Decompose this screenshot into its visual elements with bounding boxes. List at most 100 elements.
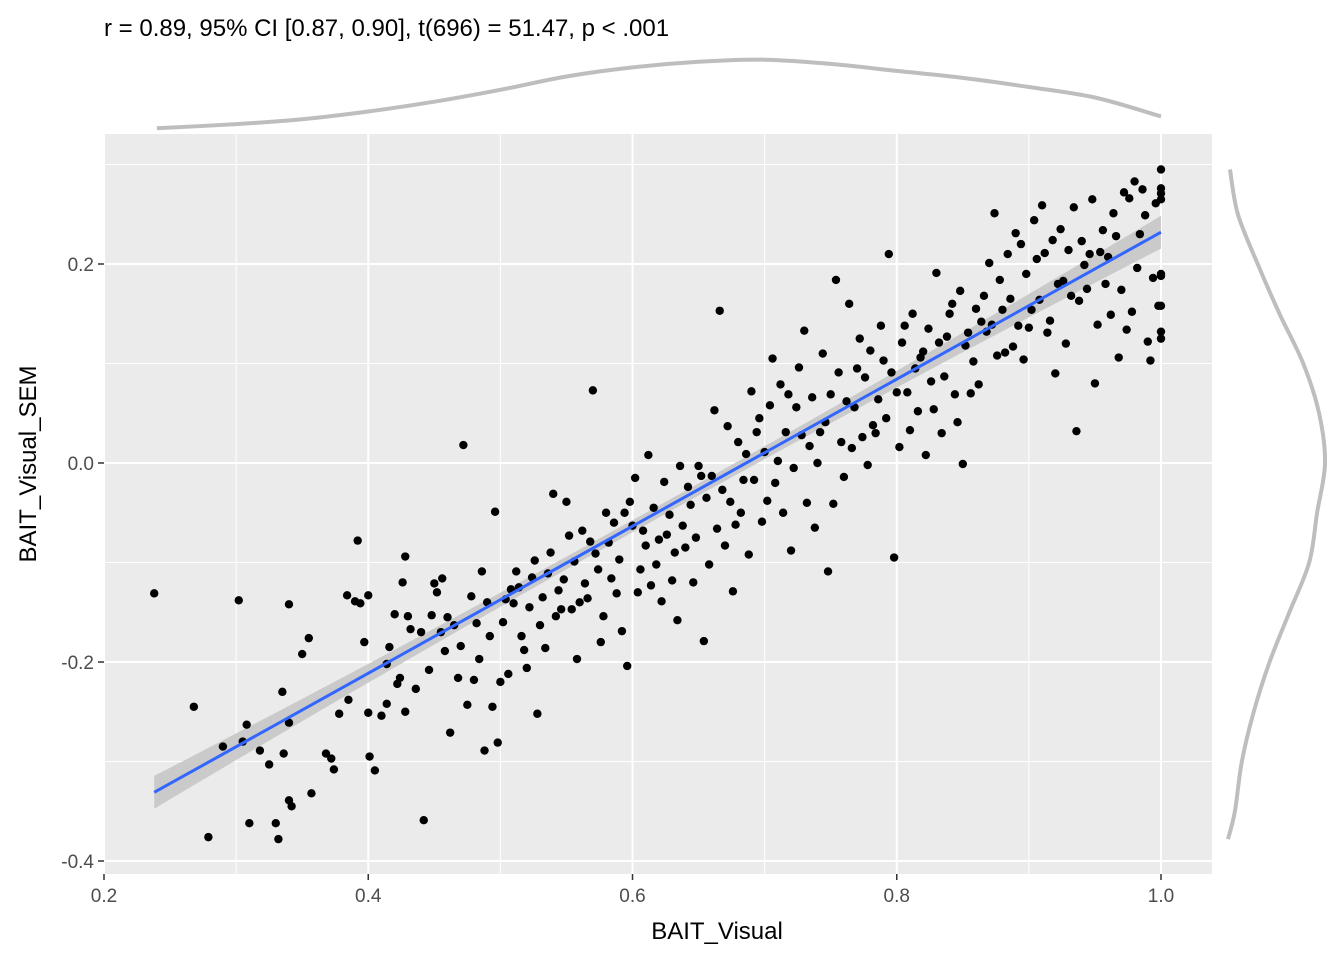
data-point — [747, 387, 756, 396]
data-point — [741, 449, 751, 459]
data-point — [1014, 321, 1023, 330]
data-point — [1069, 203, 1078, 212]
data-point — [673, 616, 682, 625]
data-point — [620, 508, 629, 517]
data-point — [403, 612, 413, 621]
data-point — [789, 463, 798, 473]
data-point — [945, 309, 954, 318]
data-point — [942, 332, 952, 341]
data-point — [588, 386, 598, 395]
data-point — [1156, 327, 1166, 336]
y-tick-label: 0.2 — [68, 255, 94, 276]
data-point — [712, 524, 722, 533]
y-marginal-density — [1226, 169, 1328, 840]
data-point — [284, 718, 294, 727]
data-point — [1140, 211, 1150, 220]
x-tick-label: 0.4 — [355, 886, 382, 907]
data-point — [863, 460, 872, 470]
data-point — [1003, 249, 1012, 259]
data-point — [686, 500, 695, 509]
data-point — [596, 637, 605, 647]
data-point — [287, 802, 296, 811]
data-point — [344, 695, 353, 705]
data-point — [953, 418, 962, 427]
data-point — [844, 299, 854, 308]
data-point — [1077, 236, 1086, 246]
data-point — [644, 450, 653, 460]
data-point — [913, 407, 923, 416]
data-point — [612, 589, 621, 598]
data-point — [924, 324, 933, 333]
data-point — [990, 209, 999, 218]
data-point — [781, 427, 790, 437]
data-point — [900, 321, 909, 330]
data-point — [541, 643, 550, 653]
data-point — [438, 574, 447, 583]
data-point — [264, 760, 274, 769]
data-point — [1146, 356, 1155, 365]
data-point — [842, 397, 851, 406]
data-point — [1000, 348, 1010, 357]
data-point — [681, 543, 690, 552]
data-point — [517, 631, 526, 641]
data-point — [1156, 165, 1166, 174]
data-point — [773, 456, 783, 466]
data-point — [757, 517, 767, 526]
data-point — [593, 565, 603, 574]
data-point — [488, 702, 497, 711]
data-point — [1011, 228, 1020, 238]
data-point — [477, 567, 487, 576]
data-point — [948, 299, 957, 308]
data-point — [234, 596, 243, 605]
data-point — [979, 291, 989, 301]
data-point — [493, 738, 502, 747]
data-point — [755, 414, 764, 423]
data-point — [985, 258, 994, 268]
data-point — [1143, 337, 1152, 346]
data-point — [556, 605, 566, 614]
data-point — [763, 496, 772, 506]
data-point — [445, 728, 455, 737]
data-point — [1059, 276, 1068, 286]
data-point — [1090, 379, 1100, 388]
data-point — [1032, 254, 1042, 264]
data-point — [485, 631, 495, 641]
data-point — [887, 368, 896, 377]
data-point — [546, 548, 555, 557]
data-point — [784, 390, 793, 399]
data-point — [1125, 194, 1134, 203]
data-point — [307, 789, 316, 798]
data-point — [623, 661, 632, 671]
data-point — [1156, 195, 1166, 204]
data-point — [876, 321, 886, 330]
data-point — [1117, 285, 1126, 295]
data-point — [926, 377, 936, 386]
data-point — [453, 673, 463, 683]
data-point — [903, 388, 912, 397]
data-point — [562, 497, 571, 507]
data-point — [533, 709, 542, 718]
data-point — [1045, 316, 1055, 325]
data-point — [242, 720, 251, 729]
data-point — [646, 581, 656, 590]
data-point — [1148, 273, 1158, 283]
data-point — [728, 587, 738, 596]
data-point — [204, 832, 213, 842]
data-point — [327, 754, 336, 763]
data-point — [884, 249, 894, 259]
data-point — [739, 475, 748, 485]
data-point — [1130, 177, 1139, 186]
data-point — [934, 338, 944, 347]
data-point — [255, 746, 265, 755]
data-point — [430, 579, 439, 588]
data-point — [504, 669, 513, 679]
data-point — [665, 510, 674, 519]
data-point — [424, 665, 434, 675]
data-point — [150, 589, 159, 598]
x-axis-label: BAIT_Visual — [651, 918, 783, 945]
data-point — [879, 356, 888, 365]
data-point — [937, 428, 946, 438]
data-point — [895, 442, 904, 452]
data-point — [580, 579, 590, 588]
data-point — [776, 380, 785, 389]
